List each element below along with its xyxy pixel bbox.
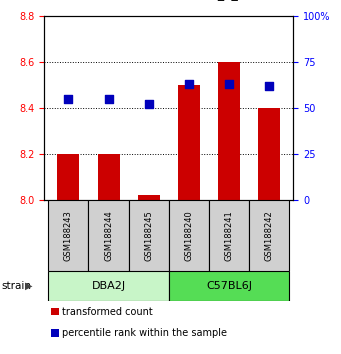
Text: transformed count: transformed count	[62, 307, 153, 316]
Text: GSM188243: GSM188243	[64, 210, 73, 261]
Text: GSM188244: GSM188244	[104, 210, 113, 261]
Bar	[178, 85, 200, 200]
Bar	[48, 200, 89, 271]
Text: GSM188240: GSM188240	[184, 210, 193, 261]
Point	[66, 96, 71, 102]
Text: ▶: ▶	[25, 281, 32, 291]
Point	[106, 96, 111, 102]
Bar	[129, 200, 169, 271]
Bar	[258, 108, 280, 200]
Point	[186, 81, 192, 87]
Point	[146, 102, 151, 107]
Bar	[57, 154, 79, 200]
Text: GSM188245: GSM188245	[144, 210, 153, 261]
Bar	[209, 200, 249, 271]
Text: GSM188241: GSM188241	[224, 210, 234, 261]
Bar	[218, 62, 240, 200]
Bar	[98, 154, 120, 200]
Bar	[169, 200, 209, 271]
Text: GSM188242: GSM188242	[265, 210, 274, 261]
Text: DBA2J: DBA2J	[91, 281, 125, 291]
Bar	[138, 195, 160, 200]
Text: C57BL6J: C57BL6J	[206, 281, 252, 291]
Point	[266, 83, 272, 89]
Bar	[48, 271, 169, 301]
Bar	[89, 200, 129, 271]
Text: strain: strain	[2, 281, 32, 291]
Text: percentile rank within the sample: percentile rank within the sample	[62, 328, 227, 338]
Bar	[169, 271, 289, 301]
Point	[226, 81, 232, 87]
Bar	[249, 200, 289, 271]
